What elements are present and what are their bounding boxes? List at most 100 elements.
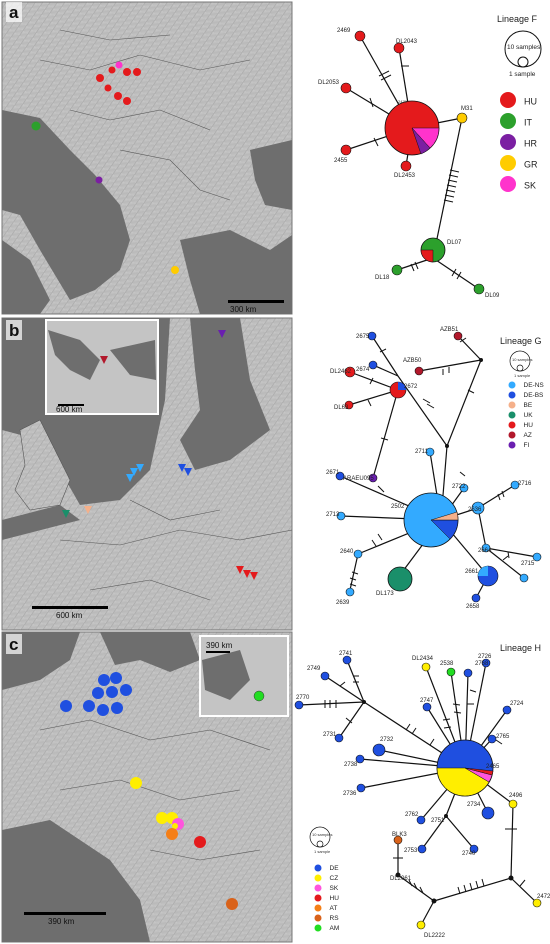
legend-swatch [508,431,516,439]
hap-node [456,112,468,124]
node-label: 2749 [307,666,321,672]
panel-label: c [9,635,18,654]
lineage-title: Lineage G [500,336,542,346]
node-label: 2672 [404,384,418,390]
node-label: 2502 [391,504,405,510]
node-label: DL2043 [396,39,418,45]
size-legend-large-label: 10 samples [512,357,532,362]
inset-scale-label: 600 km [56,405,83,414]
hap-node [481,658,491,668]
node-label: 2716 [518,481,532,487]
legend-swatch [314,904,322,912]
legend-label: DE-NS [524,382,545,389]
node-label: 2768 [475,661,489,667]
hap-node [532,552,542,562]
scale-bar-label: 600 km [56,611,83,620]
node-label: 2639 [336,600,350,606]
node-label: 2753 [404,848,418,854]
node-label: 2674 [356,367,370,373]
hap-node [294,700,304,710]
size-legend-small-label: 1 sample [509,71,536,78]
hap-node-hub [384,100,440,156]
hap-node [344,366,356,378]
legend-label: SK [524,180,536,190]
sample-dot [106,686,118,698]
hap-node [355,754,365,764]
hap-node [459,483,469,493]
hap-node [471,593,481,603]
hap-node [334,733,344,743]
scale-bar-label: 390 km [48,917,75,926]
legend-swatch [508,411,516,419]
node-label: 2658 [466,604,480,610]
hap-node [487,734,497,744]
hap-node [446,667,456,677]
panel-c: 390 km 390 km c [1,631,550,943]
sea-baltic-c [100,632,200,672]
node-label: 2740 [462,851,476,857]
node-label: 2715 [521,561,535,567]
sample-dot [172,823,178,829]
sample-dot [92,687,104,699]
legend-swatch [508,381,516,389]
sample-dot [226,898,238,910]
node-label: 2661 [465,569,479,575]
hap-node [368,473,378,483]
size-legend-small [516,364,524,372]
legend-a: Lineage F 10 samples 1 sample HU IT HR GR SK [497,14,542,192]
node-label: 2455 [334,158,348,164]
node-label: 2736 [343,791,357,797]
legend-swatch [314,864,322,872]
legend-label: SK [330,885,339,892]
hap-node [393,42,405,54]
node-label: 2762 [405,812,419,818]
land-britain [14,419,71,511]
legend-swatch [314,874,322,882]
sample-dot [123,97,131,105]
sample-dot [111,702,123,714]
hap-node [391,264,403,276]
sample-marker [62,510,70,518]
sample-dot [166,828,178,840]
node-label: DL2222 [424,933,446,939]
hap-node [502,705,512,715]
sample-dot [156,812,168,824]
node-label: 2732 [380,737,394,743]
hap-node [372,743,386,757]
hap-node [353,549,363,559]
node-label: 2469 [337,28,351,34]
sample-dot [108,66,116,74]
hap-node [393,835,403,845]
node-label: 2640 [340,549,354,555]
hap-node [416,815,426,825]
size-legend-small-label: 1 sample [514,373,531,378]
legend-swatch [508,401,516,409]
legend-label: RS [330,915,340,922]
sample-marker [184,468,192,476]
hap-node-dl07 [420,237,446,263]
node-label: 2636 [468,507,482,513]
size-legend-small [517,56,529,68]
hap-node-2502 [403,492,459,548]
panel-label: b [9,321,19,340]
hap-node [340,144,352,156]
sample-marker [236,566,244,574]
hap-node [354,30,366,42]
sample-marker [218,330,226,338]
hap-node [336,511,346,521]
sample-dot [31,121,41,131]
hap-node [340,82,352,94]
sample-dot [120,684,132,696]
sea-adriatic-c [2,820,150,942]
legend-swatch [314,924,322,932]
node-label: 2496 [509,793,523,799]
node-label: 2765 [496,734,510,740]
legend-label: HR [524,138,537,148]
node-label: 2734 [467,802,481,808]
legend-swatch [500,134,516,150]
hap-node [471,501,485,515]
sea-tyrrhenian [2,240,50,314]
network-b: 2675 AZB51 2674 AZB50 DL2462 2672 DL63 A… [326,327,542,610]
node-label: M31 [461,106,473,112]
